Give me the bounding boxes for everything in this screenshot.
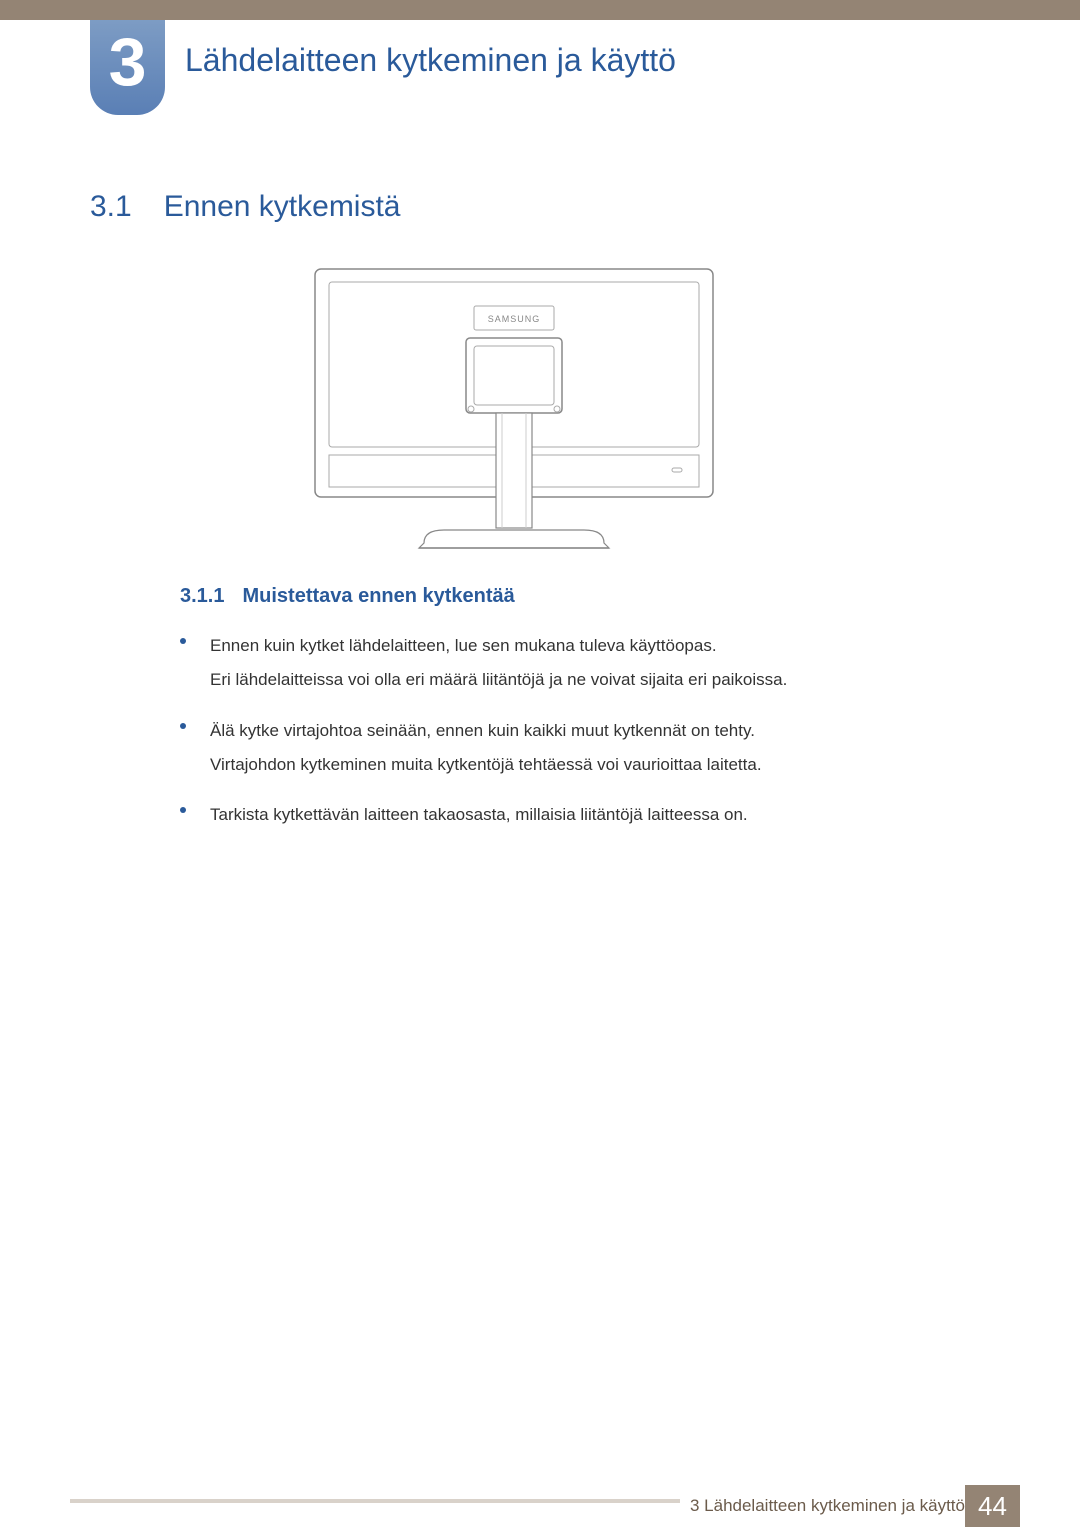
chapter-number-tab: 3	[90, 20, 165, 115]
bullet-text: Tarkista kytkettävän laitteen takaosasta…	[210, 799, 748, 833]
section-heading: 3.1 Ennen kytkemistä	[90, 190, 401, 224]
bullet-text: Älä kytke virtajohtoa seinään, ennen kui…	[210, 715, 762, 784]
list-item: Ennen kuin kytket lähdelaitteen, lue sen…	[180, 630, 940, 699]
bullet-icon	[180, 807, 186, 813]
bullet-list: Ennen kuin kytket lähdelaitteen, lue sen…	[180, 630, 940, 849]
footer-label: 3 Lähdelaitteen kytkeminen ja käyttö	[680, 1485, 965, 1527]
monitor-rear-diagram: SAMSUNG	[314, 268, 714, 558]
section-title: Ennen kytkemistä	[164, 190, 401, 224]
list-item: Älä kytke virtajohtoa seinään, ennen kui…	[180, 715, 940, 784]
chapter-title: Lähdelaitteen kytkeminen ja käyttö	[185, 42, 676, 79]
page-number: 44	[965, 1485, 1020, 1527]
list-item: Tarkista kytkettävän laitteen takaosasta…	[180, 799, 940, 833]
page-footer: 3 Lähdelaitteen kytkeminen ja käyttö 44	[0, 1485, 1080, 1527]
bullet-icon	[180, 638, 186, 644]
brand-label: SAMSUNG	[488, 314, 541, 324]
subsection-number: 3.1.1	[180, 585, 224, 608]
subsection-title: Muistettava ennen kytkentää	[242, 585, 514, 608]
top-bar	[0, 0, 1080, 20]
monitor-svg: SAMSUNG	[314, 268, 714, 553]
subsection-heading: 3.1.1 Muistettava ennen kytkentää	[180, 585, 515, 608]
section-number: 3.1	[90, 190, 132, 224]
bullet-text: Ennen kuin kytket lähdelaitteen, lue sen…	[210, 630, 787, 699]
bullet-icon	[180, 723, 186, 729]
